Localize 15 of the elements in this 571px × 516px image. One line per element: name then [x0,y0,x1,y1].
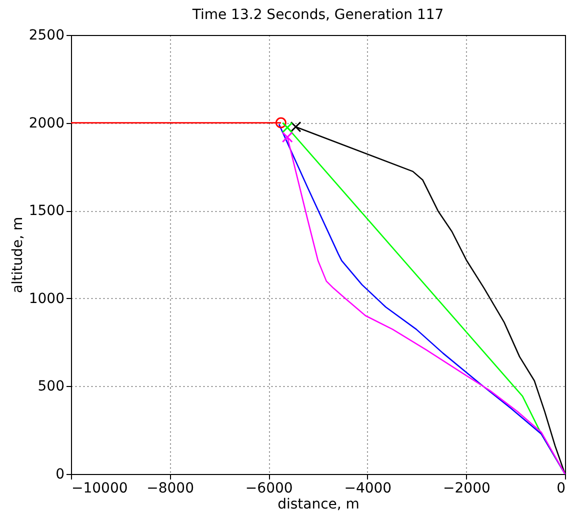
y-tick-label: 1000 [28,290,64,307]
x-tick-label: −4000 [344,480,392,496]
x-tick-label: −10000 [72,480,128,496]
x-axis-title: distance, m [278,496,360,512]
y-tick-label: 1500 [28,203,64,220]
chart-title: Time 13.2 Seconds, Generation 117 [191,7,444,23]
y-tick-label: 2500 [28,28,64,44]
y-tick-label: 500 [38,378,64,395]
y-tick-label: 0 [56,466,64,482]
y-tick-label: 2000 [28,115,64,132]
x-tick-label: 0 [556,480,566,496]
x-tick-label: −2000 [443,480,490,496]
x-tick-label: −6000 [245,480,293,496]
y-axis-title: altitude, m [10,216,26,294]
x-tick-label: −8000 [146,480,194,496]
